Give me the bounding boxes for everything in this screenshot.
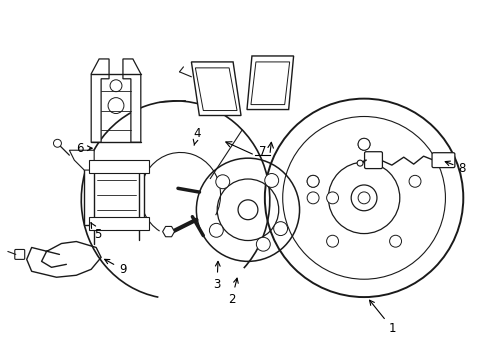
Polygon shape (84, 165, 143, 225)
Circle shape (389, 235, 401, 247)
Circle shape (256, 237, 270, 251)
Circle shape (357, 138, 369, 150)
Circle shape (326, 192, 338, 204)
Text: 8: 8 (444, 161, 465, 175)
Text: 5: 5 (91, 223, 102, 241)
Text: 9: 9 (104, 259, 126, 276)
Circle shape (357, 138, 369, 150)
Polygon shape (250, 62, 289, 105)
Circle shape (264, 174, 278, 188)
Circle shape (238, 200, 257, 220)
Circle shape (273, 222, 287, 235)
Circle shape (306, 175, 318, 187)
Text: 1: 1 (369, 300, 396, 336)
Circle shape (53, 139, 61, 147)
Text: 3: 3 (213, 261, 220, 291)
FancyBboxPatch shape (364, 152, 382, 168)
Circle shape (357, 192, 369, 204)
Text: 4: 4 (193, 127, 201, 145)
Circle shape (306, 175, 318, 187)
Circle shape (306, 192, 318, 204)
Polygon shape (122, 59, 141, 142)
Text: 2: 2 (228, 278, 238, 306)
Circle shape (326, 235, 338, 247)
Polygon shape (89, 160, 148, 173)
Text: 7: 7 (259, 145, 266, 158)
Circle shape (108, 98, 123, 113)
Circle shape (356, 160, 362, 166)
Polygon shape (195, 68, 237, 111)
Polygon shape (89, 217, 148, 230)
Polygon shape (191, 62, 241, 116)
Polygon shape (69, 150, 94, 170)
Circle shape (209, 223, 223, 237)
FancyBboxPatch shape (15, 249, 25, 260)
Polygon shape (163, 226, 174, 237)
Circle shape (110, 80, 122, 92)
FancyBboxPatch shape (431, 153, 454, 168)
Circle shape (408, 175, 420, 187)
Circle shape (215, 175, 229, 189)
Polygon shape (91, 59, 109, 142)
Circle shape (350, 185, 376, 211)
Polygon shape (246, 56, 293, 109)
Text: 6: 6 (76, 142, 92, 155)
